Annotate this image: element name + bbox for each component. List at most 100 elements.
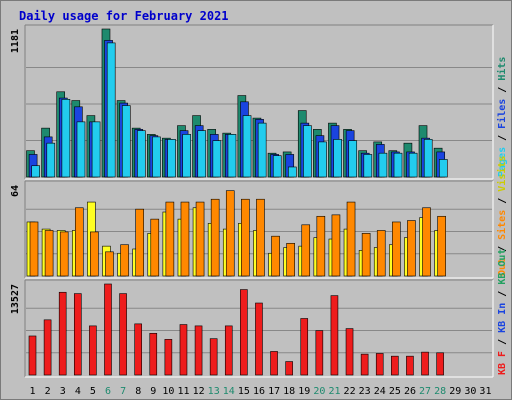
sites-bar (180, 201, 190, 277)
legend-kbytes: KB F / KB In / KB Out (497, 249, 508, 375)
pages-bar (439, 159, 448, 178)
legend-hits-item: Files (496, 99, 508, 129)
pages-bar (227, 134, 237, 178)
legend-kbytes-item: KB F (497, 351, 508, 375)
sites-bar (210, 198, 220, 277)
sites-bar (44, 230, 54, 277)
sites-bar (271, 235, 280, 277)
day-label: 17 (268, 386, 280, 397)
day-label: 3 (60, 386, 66, 397)
ymax-label-visits: 64 (10, 185, 21, 197)
pages-bar (137, 130, 146, 178)
legend-hits-separator: / (497, 129, 508, 147)
legend-hits-item: Pages (497, 147, 508, 177)
legend-visits: Out / Sites / Visits (496, 156, 508, 276)
kbf-bar (255, 302, 263, 376)
pages-bar (393, 152, 403, 178)
day-label: 25 (389, 386, 401, 397)
kbf-bar (209, 338, 218, 376)
sites-bar (29, 221, 39, 277)
ymax-label-kbytes: 13527 (10, 284, 21, 314)
day-label: 6 (105, 386, 111, 397)
sites-bar (90, 231, 99, 277)
day-label: 2 (45, 386, 51, 397)
day-label: 31 (479, 386, 491, 397)
day-label: 16 (253, 386, 265, 397)
sites-bar (105, 251, 114, 277)
legend-hits-item: Hits (496, 57, 508, 81)
kbf-bar (28, 335, 37, 376)
kbf-bar (149, 332, 158, 376)
day-label: 11 (177, 386, 189, 397)
day-label: 9 (150, 386, 156, 397)
kbf-bar (240, 289, 248, 376)
day-label: 27 (419, 386, 431, 397)
pages-bar (408, 152, 418, 178)
pages-bar (167, 139, 176, 178)
pages-bar (182, 134, 191, 178)
sites-bar (346, 201, 356, 277)
sites-bar (135, 208, 144, 277)
pages-bar (31, 165, 41, 178)
kbf-bar (224, 325, 233, 376)
kbf-bar (270, 351, 278, 376)
pages-bar (333, 139, 342, 178)
day-label: 4 (75, 386, 81, 397)
kbf-bar (194, 325, 203, 376)
ymax-label-hits: 1181 (10, 29, 21, 53)
kbf-bar (391, 355, 399, 376)
kbf-bar (179, 324, 188, 376)
legend-kbytes-separator: / (497, 285, 508, 303)
sites-bar (59, 231, 69, 277)
pages-bar (348, 140, 358, 178)
pages-bar (106, 42, 116, 178)
pages-bar (152, 136, 161, 178)
kbf-bar (300, 318, 309, 376)
kbf-bar (315, 330, 324, 376)
day-label: 24 (374, 386, 386, 397)
day-label: 21 (328, 386, 340, 397)
sites-bar (407, 220, 416, 277)
sites-bar (361, 233, 371, 277)
day-label: 22 (344, 386, 356, 397)
day-label: 26 (404, 386, 416, 397)
sites-bar (376, 230, 386, 277)
kbf-bar (43, 319, 52, 376)
kbf-bar (285, 361, 293, 376)
day-label: 7 (120, 386, 126, 397)
legend-visits-item: Out (497, 258, 508, 276)
pages-bar (378, 152, 388, 178)
sites-bar (301, 224, 311, 277)
pages-bar (318, 141, 327, 178)
day-label: 5 (90, 386, 96, 397)
day-label: 30 (464, 386, 476, 397)
day-label: 29 (449, 386, 461, 397)
legend-visits-separator: / (497, 192, 508, 210)
pages-bar (272, 155, 282, 178)
kbf-bar (330, 295, 339, 376)
legend-visits-separator: / (497, 240, 508, 258)
kbf-bar (58, 291, 67, 376)
sites-bar (286, 242, 295, 277)
pages-bar (76, 121, 86, 178)
pages-bar (423, 139, 433, 178)
sites-bar (241, 198, 250, 277)
kbf-bar (375, 353, 384, 376)
pages-bar (303, 125, 312, 178)
legend-visits-item: Sites (496, 210, 508, 240)
pages-bar (197, 130, 207, 178)
sites-bar (74, 207, 84, 277)
kbf-bar (104, 283, 112, 376)
pages-bar (212, 140, 222, 178)
kbf-bar (134, 323, 142, 376)
pages-bar (91, 121, 101, 178)
sites-bar (437, 215, 446, 277)
sites-bar (120, 244, 129, 277)
kbf-bar (360, 353, 369, 376)
day-label: 23 (359, 386, 371, 397)
legend-kbytes-item: KB Out (497, 249, 508, 285)
day-label: 28 (434, 386, 446, 397)
legend-kbytes-separator: / (497, 333, 508, 351)
